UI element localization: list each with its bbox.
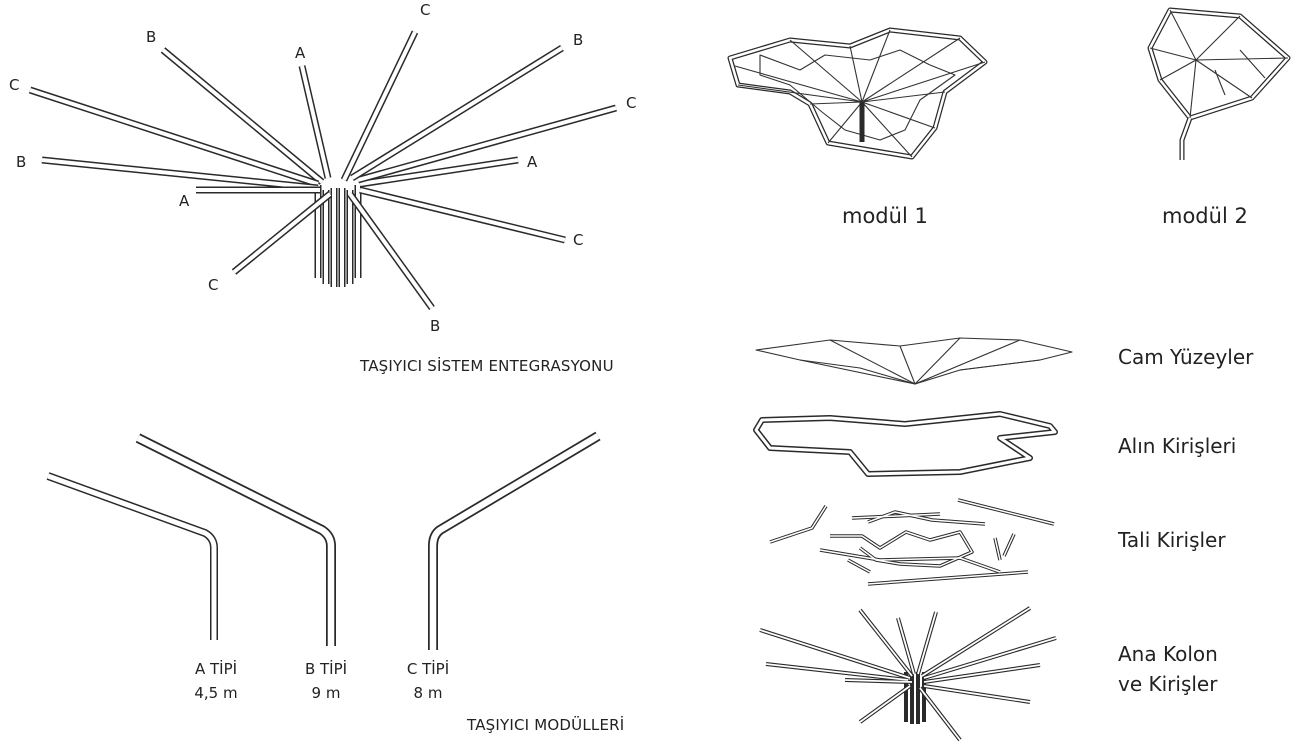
integration-diagram (28, 30, 617, 311)
type-a-length: 4,5 m (194, 684, 238, 702)
module-2-label: modül 2 (1162, 204, 1248, 228)
arm-label-b-bottom: B (430, 317, 441, 335)
arm-label-c-lower-right: C (573, 231, 584, 249)
type-b-length: 9 m (311, 684, 341, 702)
module-2-drawing (1147, 7, 1291, 160)
layer-label-glass: Cam Yüzeyler (1118, 345, 1254, 369)
module-1-drawing (727, 27, 988, 160)
arm-label-c-lower-left: C (208, 276, 219, 294)
modules-caption: TAŞIYICI MODÜLLERİ (467, 716, 625, 734)
beam-arms (28, 30, 617, 311)
layer-glass-drawing (755, 337, 1073, 385)
module-b-shape (135, 433, 336, 646)
type-c-label: C TİPİ 8 m (388, 657, 468, 705)
module-c-shape (428, 431, 601, 650)
arm-label-c-left: C (9, 76, 20, 94)
type-a-label: A TİPİ 4,5 m (176, 657, 256, 705)
arm-label-a-top: A (295, 44, 306, 62)
arm-label-a-right: A (527, 153, 538, 171)
type-b-name: B TİPİ (304, 660, 348, 678)
arm-label-b-upper-left: B (146, 28, 157, 46)
type-c-name: C TİPİ (406, 660, 450, 678)
layer-main-structure-drawing (759, 606, 1057, 742)
arm-label-b-left: B (16, 153, 27, 171)
layer-label-main-structure: Ana Kolon ve Kirişler (1118, 642, 1218, 696)
layer-secondary-beams-drawing (769, 498, 1055, 586)
type-a-name: A TİPİ (194, 660, 238, 678)
arm-label-b-upper-right: B (573, 31, 584, 49)
arm-label-c-right: C (626, 94, 637, 112)
integration-caption: TAŞIYICI SİSTEM ENTEGRASYONU (360, 357, 614, 375)
type-c-length: 8 m (413, 684, 443, 702)
arm-label-c-top: C (420, 1, 431, 19)
module-a-shape (46, 472, 218, 640)
module-1-label: modül 1 (842, 204, 928, 228)
layer-edge-beams-drawing (753, 411, 1058, 477)
type-b-label: B TİPİ 9 m (286, 657, 366, 705)
module-types-diagram (46, 431, 601, 650)
layer-label-edge-beams: Alın Kirişleri (1118, 434, 1237, 458)
layer-label-secondary-beams: Tali Kirişler (1118, 528, 1226, 552)
arm-label-a-left: A (179, 192, 190, 210)
